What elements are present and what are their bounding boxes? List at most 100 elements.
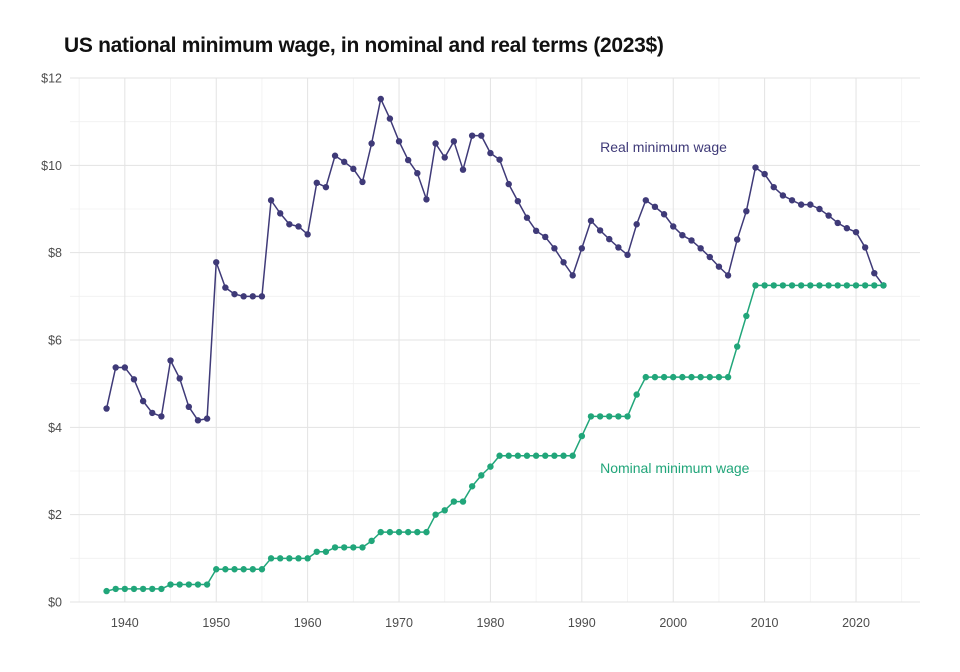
nominal-data-point <box>203 581 211 588</box>
data-series <box>103 95 887 595</box>
nominal-data-point <box>797 282 805 289</box>
real-data-point <box>651 203 659 211</box>
nominal-data-point <box>697 373 704 381</box>
nominal-data-point <box>779 282 787 289</box>
real-data-point <box>797 201 805 208</box>
nominal-data-point <box>487 463 494 470</box>
real-data-point <box>450 138 458 145</box>
nominal-data-point <box>395 528 403 536</box>
nominal-data-point <box>752 282 759 289</box>
nominal-data-point <box>724 373 732 381</box>
real-data-point <box>112 364 119 371</box>
real-data-point <box>185 403 193 411</box>
real-data-point <box>468 132 476 139</box>
real-data-point <box>642 197 650 204</box>
nominal-data-point <box>743 312 750 320</box>
nominal-data-point <box>322 548 330 555</box>
real-data-point <box>788 197 796 204</box>
y-tick-label: $0 <box>48 596 62 610</box>
nominal-data-point <box>825 282 832 289</box>
real-data-point <box>404 156 412 164</box>
nominal-data-point <box>551 452 558 459</box>
nominal-data-point <box>670 373 677 381</box>
real-data-point <box>121 364 129 371</box>
nominal-data-point <box>532 452 540 459</box>
x-tick-label: 1940 <box>111 616 139 630</box>
y-tick-label: $12 <box>41 72 62 86</box>
real-series-line <box>105 98 885 422</box>
real-data-point <box>679 232 686 239</box>
nominal-data-point <box>688 373 695 381</box>
real-data-point <box>606 235 613 243</box>
y-tick-label: $2 <box>48 508 62 522</box>
real-data-point <box>377 95 384 103</box>
real-data-point <box>834 219 841 227</box>
real-data-point <box>149 409 156 417</box>
x-tick-label: 1960 <box>294 616 322 630</box>
nominal-data-point <box>514 452 522 459</box>
real-data-point <box>596 227 604 234</box>
real-data-point <box>770 183 777 191</box>
real-data-point <box>752 164 759 171</box>
nominal-data-point <box>871 282 878 289</box>
real-data-point <box>569 272 576 279</box>
nominal-data-point <box>331 544 339 551</box>
real-data-point <box>459 166 467 173</box>
nominal-data-point <box>368 537 375 545</box>
nominal-data-point <box>761 282 768 289</box>
nominal-data-point <box>130 585 138 593</box>
nominal-data-point <box>404 528 412 536</box>
real-data-point <box>724 272 732 279</box>
real-data-point <box>542 233 549 241</box>
series-labels: Real minimum wage Nominal minimum wage <box>600 139 750 476</box>
real-series-label: Real minimum wage <box>600 139 727 155</box>
real-data-point <box>286 221 293 228</box>
nominal-data-point <box>816 282 823 289</box>
nominal-series-line <box>106 284 884 592</box>
real-data-point <box>816 205 823 213</box>
real-data-point <box>633 221 640 228</box>
real-data-point <box>852 228 860 236</box>
nominal-data-point <box>139 585 147 593</box>
x-tick-label: 2000 <box>659 616 687 630</box>
nominal-data-point <box>377 528 384 536</box>
nominal-data-point <box>414 528 421 536</box>
nominal-data-point <box>304 555 311 562</box>
x-tick-label: 1950 <box>202 616 230 630</box>
real-data-point <box>249 293 256 300</box>
real-data-point <box>331 152 339 159</box>
y-tick-label: $10 <box>41 159 62 173</box>
nominal-data-point <box>213 566 220 573</box>
nominal-data-point <box>715 373 723 381</box>
nominal-data-point <box>222 566 229 573</box>
nominal-data-point <box>340 544 348 551</box>
x-tick-label: 1970 <box>385 616 413 630</box>
nominal-data-point <box>176 581 183 588</box>
real-data-point <box>779 192 787 199</box>
real-data-point <box>423 196 430 203</box>
nominal-series-label: Nominal minimum wage <box>600 460 750 476</box>
nominal-data-point <box>615 413 622 420</box>
nominal-data-point <box>788 282 796 289</box>
nominal-data-point <box>468 483 476 490</box>
real-data-point <box>734 236 741 243</box>
x-tick-label: 1990 <box>568 616 596 630</box>
real-data-point <box>158 413 165 420</box>
real-data-point <box>587 217 595 224</box>
nominal-data-point <box>478 472 485 479</box>
nominal-data-point <box>185 581 193 588</box>
nominal-data-point <box>121 585 129 593</box>
y-tick-label: $6 <box>48 334 62 348</box>
nominal-data-point <box>258 566 266 573</box>
real-data-point <box>861 244 869 251</box>
real-data-point <box>578 245 586 252</box>
nominal-data-point <box>807 282 814 289</box>
nominal-data-point <box>441 507 448 514</box>
nominal-data-point <box>642 373 650 381</box>
real-data-point <box>660 211 668 218</box>
real-data-point <box>203 415 211 422</box>
x-tick-label: 2010 <box>751 616 779 630</box>
real-data-point <box>295 223 302 230</box>
nominal-data-point <box>459 498 467 505</box>
real-data-point <box>350 165 357 173</box>
